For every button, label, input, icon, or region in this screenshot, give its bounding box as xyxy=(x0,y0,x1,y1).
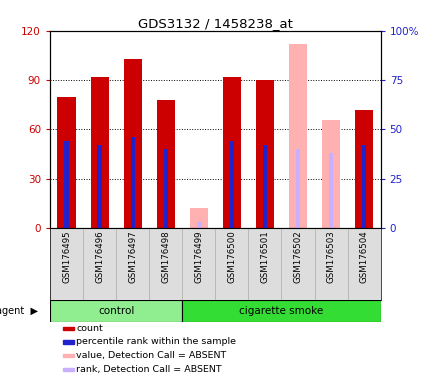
Text: agent  ▶: agent ▶ xyxy=(0,306,38,316)
Bar xyxy=(123,59,141,228)
Bar xyxy=(130,137,135,228)
Text: count: count xyxy=(76,324,103,333)
Text: GSM176498: GSM176498 xyxy=(161,230,170,283)
Bar xyxy=(347,228,380,300)
Bar xyxy=(229,141,233,228)
Bar xyxy=(321,119,339,228)
Text: value, Detection Call = ABSENT: value, Detection Call = ABSENT xyxy=(76,351,226,360)
Text: rank, Detection Call = ABSENT: rank, Detection Call = ABSENT xyxy=(76,365,221,374)
Bar xyxy=(116,228,149,300)
Bar xyxy=(149,228,182,300)
Text: GSM176496: GSM176496 xyxy=(95,230,104,283)
Text: control: control xyxy=(98,306,134,316)
Bar xyxy=(156,100,174,228)
Bar xyxy=(361,145,365,228)
Bar xyxy=(83,228,116,300)
Text: GSM176501: GSM176501 xyxy=(260,230,269,283)
Bar xyxy=(314,228,347,300)
Bar xyxy=(57,96,76,228)
Bar xyxy=(90,77,108,228)
Bar xyxy=(215,228,248,300)
Bar xyxy=(63,340,74,344)
Bar xyxy=(163,149,168,228)
Text: percentile rank within the sample: percentile rank within the sample xyxy=(76,338,236,346)
Bar xyxy=(50,300,182,322)
Bar xyxy=(328,153,332,228)
Text: GSM176500: GSM176500 xyxy=(227,230,236,283)
Bar xyxy=(354,110,372,228)
Bar xyxy=(63,326,74,330)
Text: GSM176504: GSM176504 xyxy=(359,230,368,283)
Bar xyxy=(97,145,102,228)
Bar xyxy=(63,354,74,357)
Bar xyxy=(182,300,380,322)
Text: GSM176502: GSM176502 xyxy=(293,230,302,283)
Text: GSM176495: GSM176495 xyxy=(62,230,71,283)
Bar xyxy=(255,80,273,228)
Bar xyxy=(281,228,314,300)
Bar xyxy=(222,77,240,228)
Bar xyxy=(295,149,299,228)
Bar xyxy=(248,228,281,300)
Bar xyxy=(64,141,69,228)
Text: GSM176503: GSM176503 xyxy=(326,230,335,283)
Text: GSM176499: GSM176499 xyxy=(194,230,203,283)
Bar xyxy=(50,228,83,300)
Title: GDS3132 / 1458238_at: GDS3132 / 1458238_at xyxy=(138,17,292,30)
Bar xyxy=(288,44,306,228)
Bar xyxy=(63,367,74,371)
Bar xyxy=(189,209,207,228)
Bar xyxy=(262,145,266,228)
Bar xyxy=(182,228,215,300)
Text: GSM176497: GSM176497 xyxy=(128,230,137,283)
Bar xyxy=(196,222,201,228)
Text: cigarette smoke: cigarette smoke xyxy=(239,306,323,316)
